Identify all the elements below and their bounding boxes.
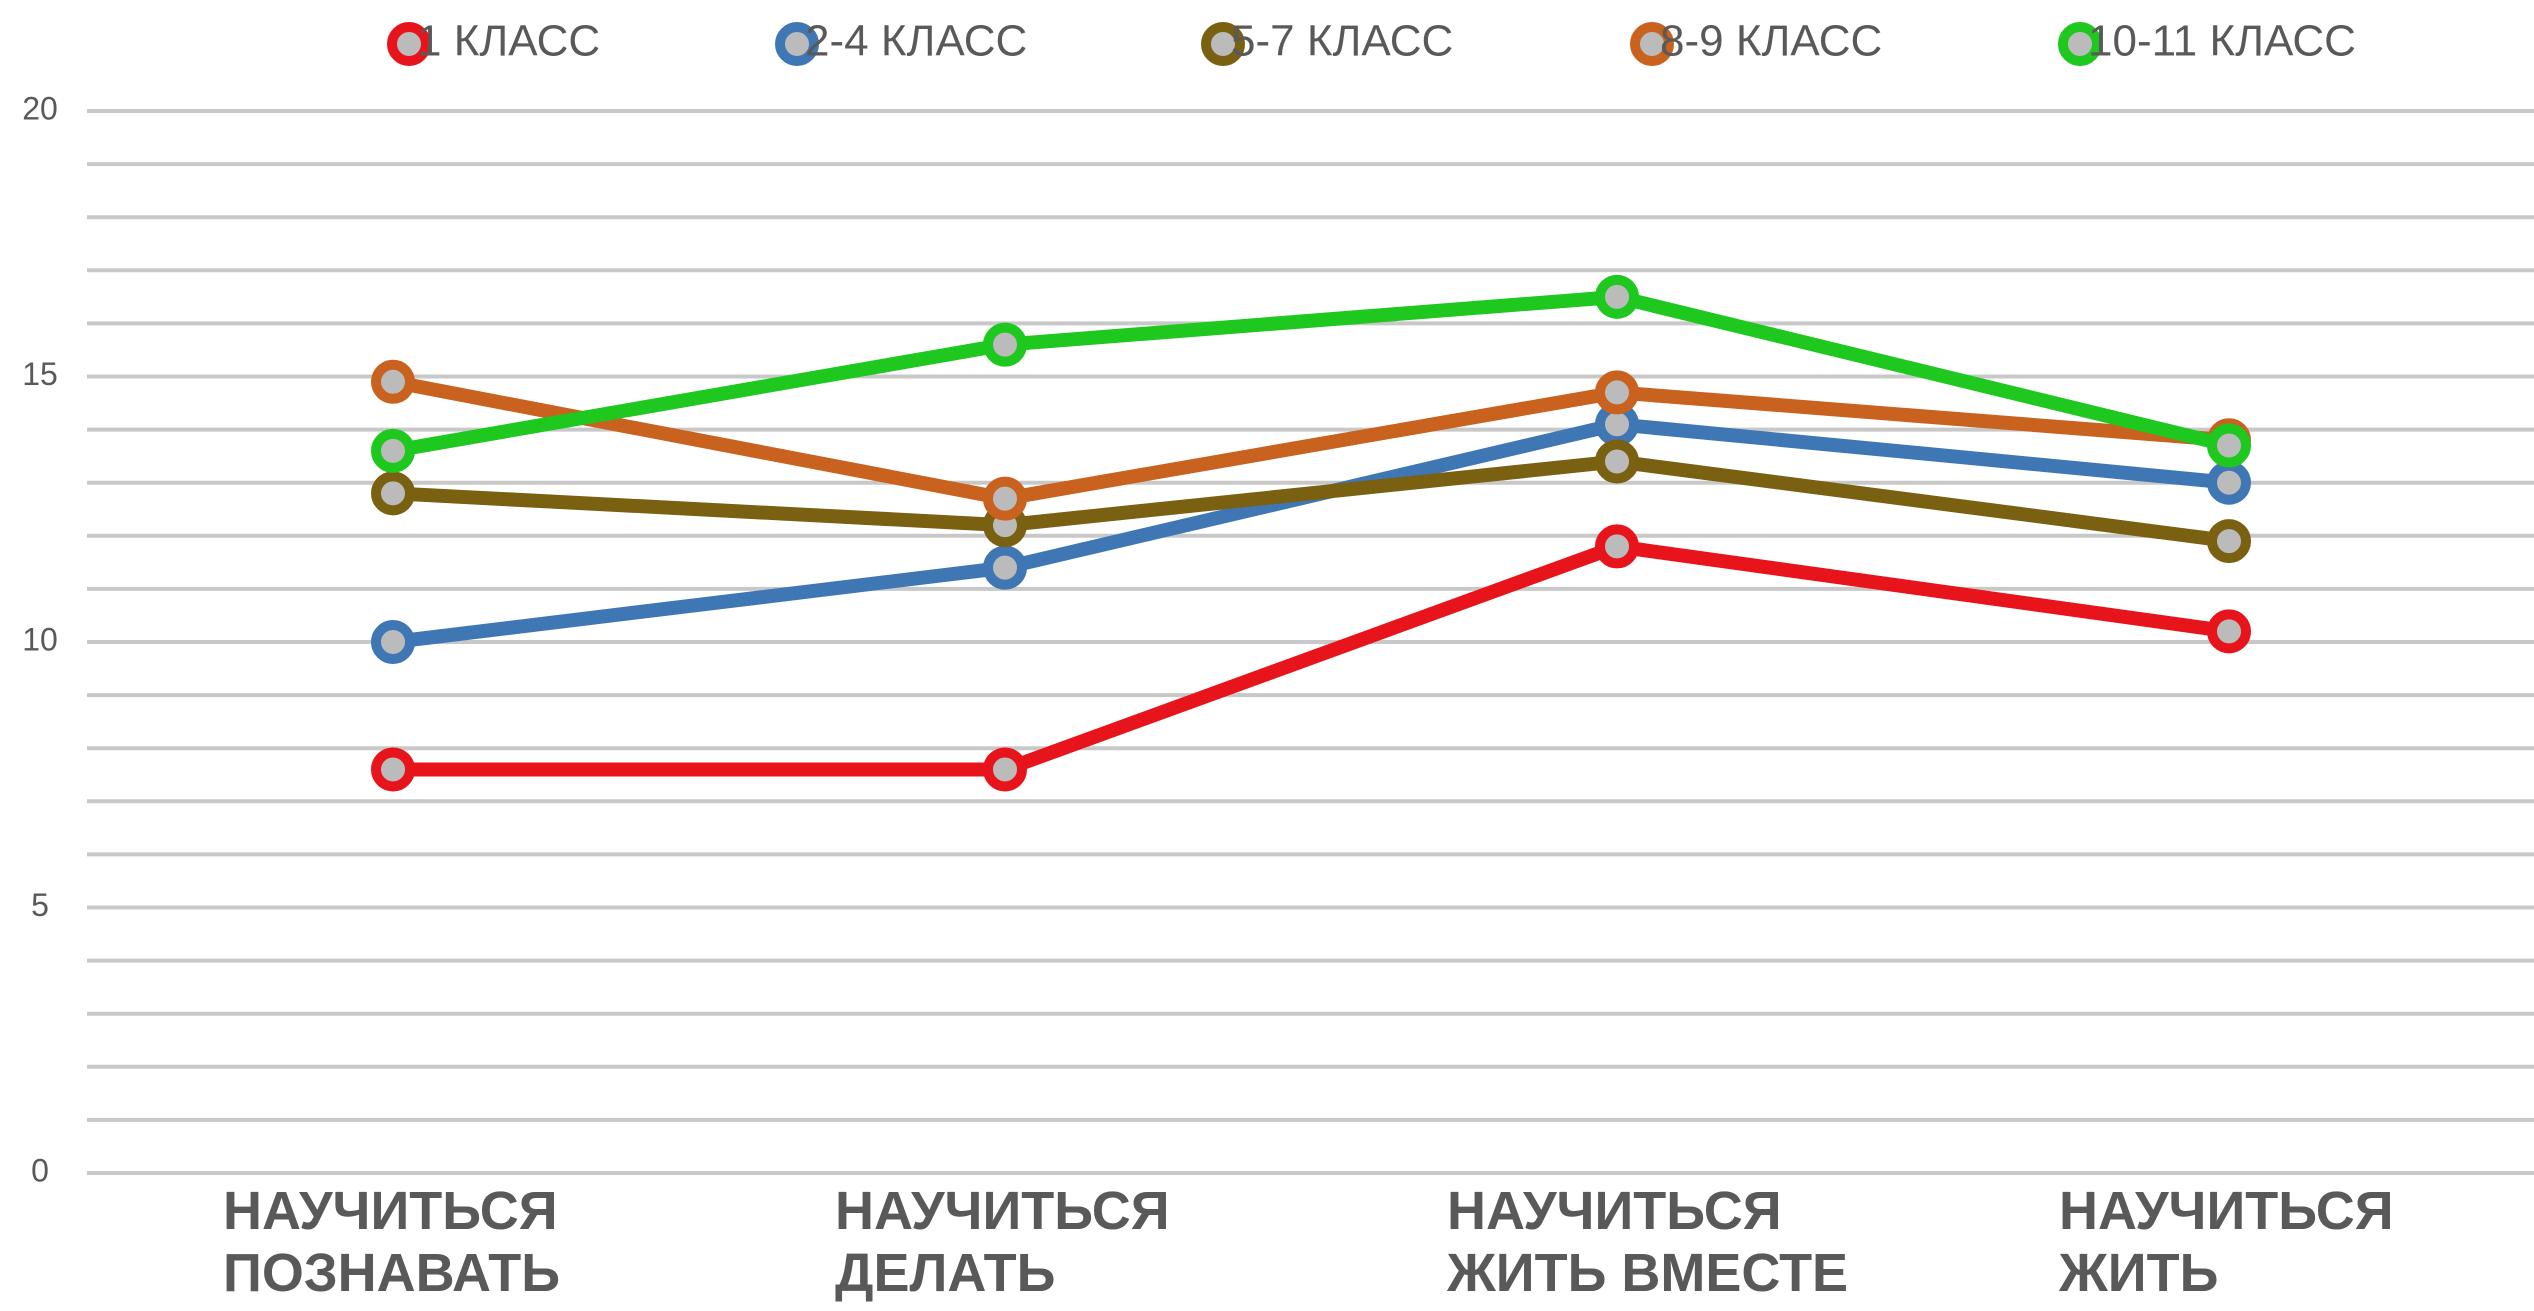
- point: [371, 359, 415, 404]
- point: [371, 428, 415, 473]
- point: [371, 471, 415, 516]
- point: [2207, 519, 2251, 564]
- point: [983, 747, 1027, 792]
- y-tick-label: 10: [22, 621, 58, 657]
- series-line: [386, 539, 2236, 777]
- point: [371, 747, 415, 792]
- point: [983, 545, 1027, 590]
- series-line: [386, 454, 2236, 549]
- y-tick-label: 20: [22, 90, 58, 126]
- series-line: [386, 289, 2236, 458]
- legend-label: 10-11 КЛАСС: [2088, 17, 2356, 66]
- x-tick-label: НАУЧИТЬСЯ ПОЗНАВАТЬ: [223, 1181, 560, 1303]
- point: [983, 322, 1027, 367]
- legend-marker: [387, 22, 431, 66]
- point: [2207, 423, 2251, 468]
- legend-marker: [2058, 22, 2102, 66]
- point: [371, 620, 415, 664]
- series-line: [386, 417, 2236, 649]
- legend-marker: [1201, 22, 1245, 66]
- x-tick-label: НАУЧИТЬСЯ ЖИТЬ ВМЕСТЕ: [1446, 1181, 1848, 1303]
- point: [2207, 609, 2251, 654]
- y-tick-label: 5: [31, 887, 49, 923]
- point: [2207, 460, 2251, 505]
- legend-label: 8-9 КЛАСС: [1660, 17, 1882, 66]
- legend-label: 1 КЛАСС: [417, 17, 600, 66]
- legend-marker: [1630, 22, 1674, 66]
- point: [983, 476, 1027, 521]
- legend-marker: [775, 22, 819, 66]
- x-tick-label: НАУЧИТЬСЯ ЖИТЬ: [2058, 1181, 2394, 1303]
- legend-label: 5-7 КЛАСС: [1231, 17, 1453, 66]
- point: [1595, 524, 1639, 569]
- y-tick-label: 0: [31, 1152, 49, 1188]
- point: [1595, 439, 1639, 484]
- point: [1595, 370, 1639, 415]
- legend-label: 2-4 КЛАСС: [805, 17, 1027, 66]
- y-tick-label: 15: [22, 356, 58, 392]
- point: [1595, 274, 1639, 319]
- x-tick-label: НАУЧИТЬСЯ ДЕЛАТЬ: [835, 1181, 1170, 1303]
- series-line: [386, 374, 2236, 506]
